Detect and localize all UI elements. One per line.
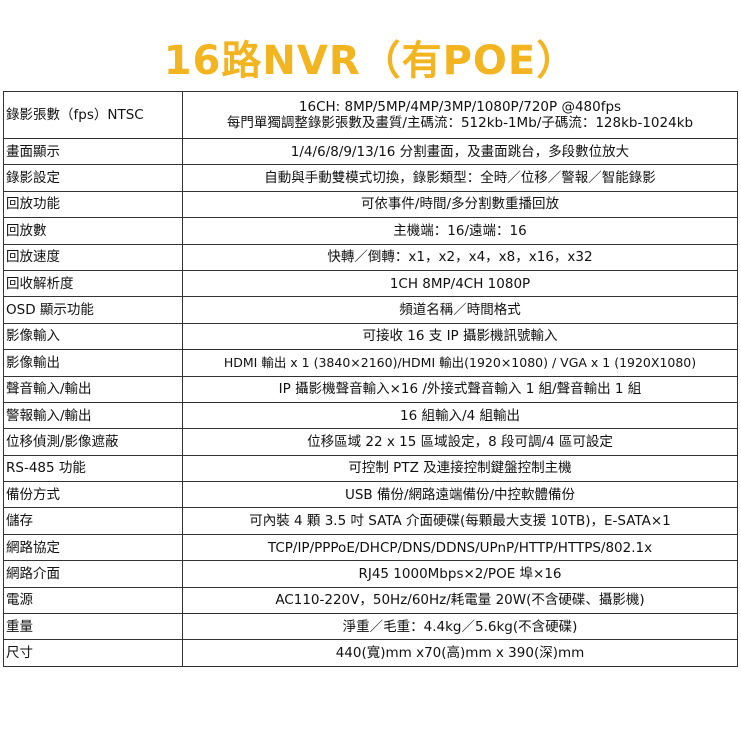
table-row: 影像輸入 可接收 16 支 IP 攝影機訊號輸入 bbox=[3, 322, 738, 351]
row-label: 聲音輸入/輸出 bbox=[3, 375, 183, 403]
table-row: 畫面顯示 1/4/6/8/9/13/16 分割畫面，及畫面跳台，多段數位放大 bbox=[3, 137, 738, 166]
row-label: 回放功能 bbox=[3, 190, 183, 219]
row-value: 可內裝 4 顆 3.5 吋 SATA 介面硬碟(每顆最大支援 10TB)，E-S… bbox=[182, 507, 738, 535]
table-row: 備份方式 USB 備份/網路遠端備份/中控軟體備份 bbox=[3, 481, 738, 509]
row-value: 1CH 8MP/4CH 1080P bbox=[182, 269, 738, 298]
row-value: 可接收 16 支 IP 攝影機訊號輸入 bbox=[182, 322, 738, 351]
row-label: 影像輸出 bbox=[3, 349, 183, 377]
table-row: 網路協定 TCP/IP/PPPoE/DHCP/DNS/DDNS/UPnP/HTT… bbox=[3, 533, 738, 562]
row-value: 440(寬)mm x70(高)mm x 390(深)mm bbox=[182, 639, 738, 667]
row-value: AC110-220V，50Hz/60Hz/耗電量 20W(不含硬碟、攝影機) bbox=[182, 586, 738, 615]
row-value: IP 攝影機聲音輸入×16 /外接式聲音輸入 1 組/聲音輸出 1 組 bbox=[182, 375, 738, 403]
row-value: 淨重／毛重：4.4kg／5.6kg(不含硬碟) bbox=[182, 613, 738, 641]
row-label: 錄影設定 bbox=[3, 164, 183, 192]
row-label: OSD 顯示功能 bbox=[3, 296, 183, 324]
row-value: TCP/IP/PPPoE/DHCP/DNS/DDNS/UPnP/HTTP/HTT… bbox=[182, 533, 738, 562]
table-row: 警報輸入/輸出 16 組輸入/4 組輸出 bbox=[3, 401, 738, 430]
table-row: 重量 淨重／毛重：4.4kg／5.6kg(不含硬碟) bbox=[3, 613, 738, 641]
row-value-line: 每門單獨調整錄影張數及畫質/主碼流：512kb-1Mb/子碼流：128kb-10… bbox=[226, 115, 694, 131]
row-value: 主機端：16/遠端：16 bbox=[182, 217, 738, 245]
table-row: 回放速度 快轉／倒轉：x1，x2，x4，x8，x16，x32 bbox=[3, 243, 738, 271]
table-row: 聲音輸入/輸出 IP 攝影機聲音輸入×16 /外接式聲音輸入 1 組/聲音輸出 … bbox=[3, 375, 738, 403]
row-label: 電源 bbox=[3, 586, 183, 615]
row-value: 頻道名稱／時間格式 bbox=[182, 296, 738, 324]
table-row: 錄影張數（fps）NTSC 16CH: 8MP/5MP/4MP/3MP/1080… bbox=[3, 91, 738, 139]
row-value: 可依事件/時間/多分割數重播回放 bbox=[182, 190, 738, 219]
row-value: 1/4/6/8/9/13/16 分割畫面，及畫面跳台，多段數位放大 bbox=[182, 137, 738, 166]
table-row: 儲存 可內裝 4 顆 3.5 吋 SATA 介面硬碟(每顆最大支援 10TB)，… bbox=[3, 507, 738, 535]
row-value: 位移區域 22 x 15 區域設定，8 段可調/4 區可設定 bbox=[182, 428, 738, 456]
row-label: 網路協定 bbox=[3, 533, 183, 562]
row-label: 畫面顯示 bbox=[3, 137, 183, 166]
table-row: 錄影設定 自動與手動雙模式切換，錄影類型：全時／位移／警報／智能錄影 bbox=[3, 164, 738, 192]
row-label: 回放數 bbox=[3, 217, 183, 245]
row-value: 可控制 PTZ 及連接控制鍵盤控制主機 bbox=[182, 454, 738, 483]
row-label: 重量 bbox=[3, 613, 183, 641]
row-label: 警報輸入/輸出 bbox=[3, 401, 183, 430]
row-label: 回收解析度 bbox=[3, 269, 183, 298]
table-row: 回收解析度 1CH 8MP/4CH 1080P bbox=[3, 269, 738, 298]
table-row: RS-485 功能 可控制 PTZ 及連接控制鍵盤控制主機 bbox=[3, 454, 738, 483]
table-row: 尺寸 440(寬)mm x70(高)mm x 390(深)mm bbox=[3, 639, 738, 667]
row-value: 自動與手動雙模式切換，錄影類型：全時／位移／警報／智能錄影 bbox=[182, 164, 738, 192]
row-value: 快轉／倒轉：x1，x2，x4，x8，x16，x32 bbox=[182, 243, 738, 271]
row-value: 16 組輸入/4 組輸出 bbox=[182, 401, 738, 430]
row-label: 尺寸 bbox=[3, 639, 183, 667]
row-label: 網路介面 bbox=[3, 560, 183, 588]
row-label: 錄影張數（fps）NTSC bbox=[3, 91, 183, 139]
table-row: 回放數 主機端：16/遠端：16 bbox=[3, 217, 738, 245]
row-value: 16CH: 8MP/5MP/4MP/3MP/1080P/720P @480fps… bbox=[182, 91, 738, 139]
row-value-line: 16CH: 8MP/5MP/4MP/3MP/1080P/720P @480fps bbox=[298, 99, 622, 115]
table-row: 回放功能 可依事件/時間/多分割數重播回放 bbox=[3, 190, 738, 219]
row-label: 回放速度 bbox=[3, 243, 183, 271]
row-value: HDMI 輸出 x 1 (3840×2160)/HDMI 輸出(1920×108… bbox=[182, 349, 738, 377]
table-row: 位移偵測/影像遮蔽 位移區域 22 x 15 區域設定，8 段可調/4 區可設定 bbox=[3, 428, 738, 456]
row-label: 備份方式 bbox=[3, 481, 183, 509]
table-row: 網路介面 RJ45 1000Mbps×2/POE 埠×16 bbox=[3, 560, 738, 588]
table-row: OSD 顯示功能 頻道名稱／時間格式 bbox=[3, 296, 738, 324]
page-title: 16路NVR（有POE） bbox=[163, 38, 578, 84]
table-row: 影像輸出 HDMI 輸出 x 1 (3840×2160)/HDMI 輸出(192… bbox=[3, 349, 738, 377]
table-row: 電源 AC110-220V，50Hz/60Hz/耗電量 20W(不含硬碟、攝影機… bbox=[3, 586, 738, 615]
row-value: USB 備份/網路遠端備份/中控軟體備份 bbox=[182, 481, 738, 509]
spec-table: 錄影張數（fps）NTSC 16CH: 8MP/5MP/4MP/3MP/1080… bbox=[3, 91, 738, 667]
row-label: 影像輸入 bbox=[3, 322, 183, 351]
row-label: 儲存 bbox=[3, 507, 183, 535]
row-label: RS-485 功能 bbox=[3, 454, 183, 483]
row-label: 位移偵測/影像遮蔽 bbox=[3, 428, 183, 456]
row-value: RJ45 1000Mbps×2/POE 埠×16 bbox=[182, 560, 738, 588]
